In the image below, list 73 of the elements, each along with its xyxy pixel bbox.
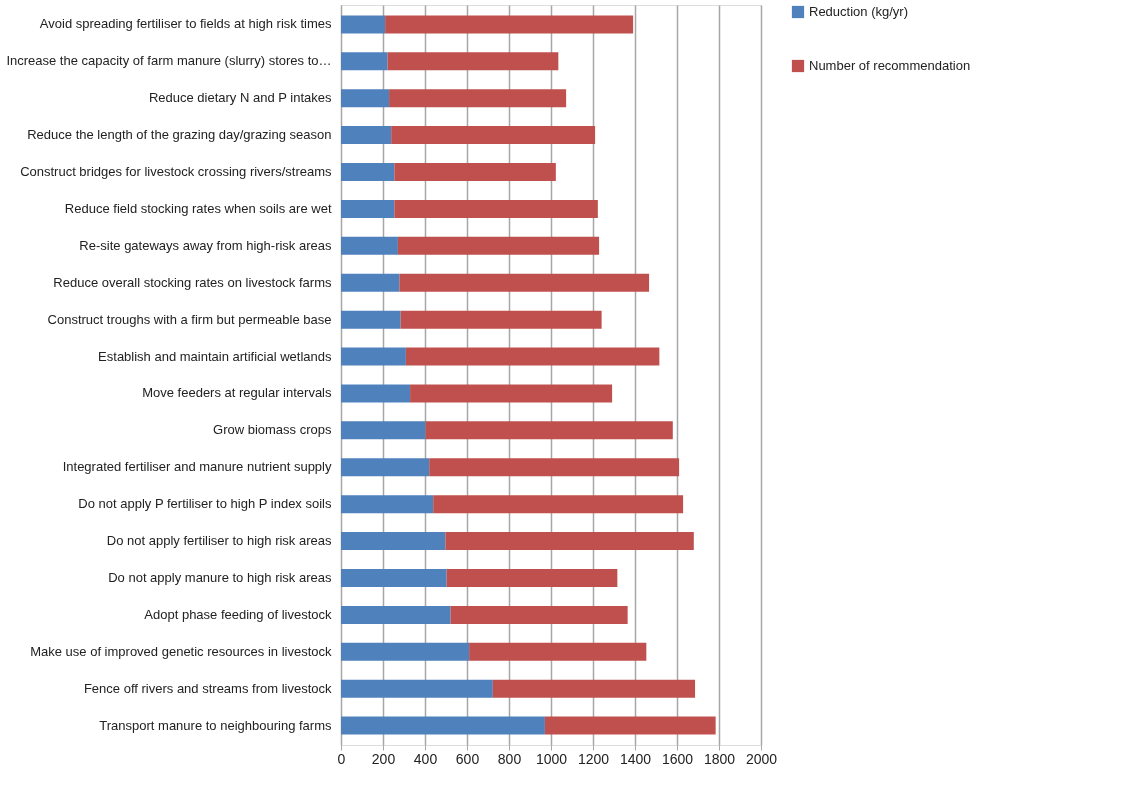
bar xyxy=(405,347,660,366)
bar xyxy=(429,458,680,477)
bar xyxy=(341,163,395,182)
y-tick-label: Re-site gateways away from high-risk areas xyxy=(79,237,332,253)
bar xyxy=(341,126,392,145)
bar xyxy=(341,458,430,477)
bar xyxy=(341,605,451,624)
bar xyxy=(394,199,598,218)
y-tick-label: Reduce field stocking rates when soils are wet xyxy=(64,200,332,216)
x-tick-label: 600 xyxy=(455,750,480,767)
y-tick-label: Transport manure to neighbouring farms xyxy=(99,717,332,733)
x-tick-label: 1600 xyxy=(661,750,694,767)
bar xyxy=(385,15,634,34)
bar xyxy=(400,310,602,329)
y-tick-label: Adopt phase feeding of livestock xyxy=(144,606,332,622)
bar xyxy=(341,199,395,218)
x-tick-label: 1800 xyxy=(703,750,736,767)
y-tick-label: Construct troughs with a firm but permeable base xyxy=(47,311,332,327)
x-tick-label: 800 xyxy=(497,750,522,767)
bar xyxy=(399,273,650,292)
bar xyxy=(341,347,406,366)
y-tick-label: Establish and maintain artificial wetlands xyxy=(98,348,332,364)
bar xyxy=(433,495,684,514)
legend-label: Reduction (kg/yr) xyxy=(809,4,908,19)
bar xyxy=(341,236,398,255)
bar xyxy=(341,310,401,329)
bar xyxy=(341,568,447,587)
y-tick-label: Reduce dietary N and P intakes xyxy=(148,90,332,106)
y-tick-label: Do not apply fertiliser to high risk areas xyxy=(106,533,332,549)
bar xyxy=(341,679,493,698)
bar xyxy=(544,716,716,735)
y-tick-label: Integrated fertiliser and manure nutrient supply xyxy=(62,459,332,475)
y-tick-label: Do not apply P fertiliser to high P index soils xyxy=(78,496,332,512)
y-tick-label: Move feeders at regular intervals xyxy=(142,385,332,401)
y-tick-label: Avoid spreading fertiliser to fields at high risk times xyxy=(39,16,332,32)
y-tick-label: Reduce the length of the grazing day/grazing season xyxy=(27,127,332,143)
bar xyxy=(492,679,696,698)
y-tick-label: Reduce overall stocking rates on livestock farms xyxy=(53,274,332,290)
bar xyxy=(341,89,390,108)
bar xyxy=(394,163,556,182)
bar xyxy=(341,384,411,403)
bar xyxy=(446,568,618,587)
y-tick-label: Do not apply manure to high risk areas xyxy=(108,569,332,585)
bar xyxy=(387,52,559,71)
x-tick-label: 2000 xyxy=(745,750,778,767)
x-tick-label: 400 xyxy=(413,750,438,767)
bar xyxy=(341,52,388,71)
x-tick-label: 1400 xyxy=(619,750,652,767)
legend-label: Number of recommendation xyxy=(809,58,971,73)
bar xyxy=(341,532,446,551)
y-tick-label: Make use of improved genetic resources in livestock xyxy=(30,643,332,659)
x-tick-label: 200 xyxy=(371,750,396,767)
bar xyxy=(469,642,647,661)
bar xyxy=(341,421,426,440)
bar xyxy=(341,495,434,514)
bar xyxy=(410,384,613,403)
bar xyxy=(341,273,400,292)
bar xyxy=(341,716,545,735)
y-tick-label: Increase the capacity of farm manure (slurry) stores to… xyxy=(6,53,332,69)
bar xyxy=(397,236,600,255)
bar xyxy=(389,89,567,108)
bar xyxy=(341,642,470,661)
bar xyxy=(341,15,386,34)
y-tick-label: Fence off rivers and streams from livestock xyxy=(83,680,332,696)
bar xyxy=(450,605,628,624)
bar xyxy=(391,126,596,145)
x-tick-label: 1000 xyxy=(535,750,568,767)
x-tick-label: 1200 xyxy=(577,750,610,767)
y-tick-label: Grow biomass crops xyxy=(213,422,332,438)
bar xyxy=(445,532,694,551)
x-tick-label: 0 xyxy=(337,750,346,767)
bar xyxy=(425,421,673,440)
y-tick-label: Construct bridges for livestock crossing rivers/streams xyxy=(20,164,332,180)
